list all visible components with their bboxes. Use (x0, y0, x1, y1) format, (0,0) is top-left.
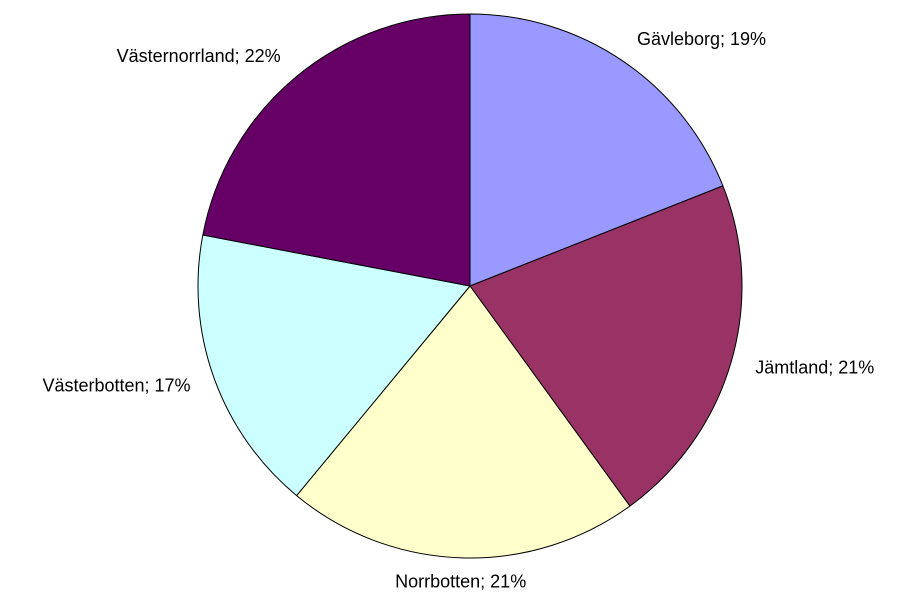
data-label: Jämtland; 21% (755, 358, 874, 378)
data-label: Västernorrland; 22% (117, 46, 281, 66)
pie-slice (202, 13, 471, 287)
pie-slice (197, 234, 471, 497)
data-label: Västerbotten; 17% (42, 375, 190, 395)
pie-slice (469, 185, 743, 507)
data-label: Gävleborg; 19% (637, 29, 766, 49)
pie-slice (469, 13, 724, 287)
data-label: Norrbotten; 21% (395, 572, 526, 592)
pie-slice (295, 285, 631, 559)
